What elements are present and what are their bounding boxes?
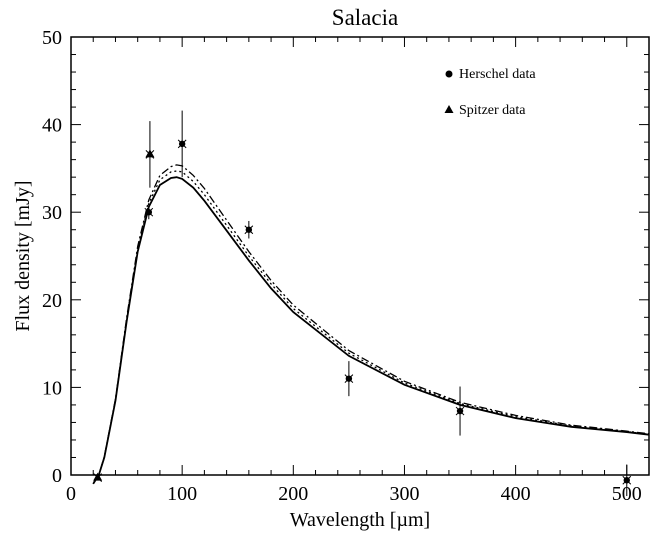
legend-marker-herschel: [445, 70, 453, 78]
x-tick-label: 300: [389, 483, 419, 505]
model-curve-solid: [92, 176, 650, 485]
spitzer-point: [145, 149, 155, 158]
legend-label: Spitzer data: [459, 103, 526, 118]
model-curve-dotted: [92, 170, 650, 485]
spitzer-point-cross: [145, 150, 155, 159]
y-tick-label: 30: [42, 202, 62, 224]
y-tick-label: 0: [52, 465, 62, 487]
y-tick-label: 40: [42, 115, 62, 137]
legend: Herschel data Spitzer data: [444, 67, 536, 118]
spitzer-point-cross: [93, 473, 103, 482]
legend-marker-spitzer: [444, 105, 454, 113]
x-axis-title: Wavelength [µm]: [290, 509, 430, 531]
herschel-point-cross: [244, 225, 254, 235]
plot-frame: [70, 36, 650, 476]
chart-title: Salacia: [332, 5, 398, 30]
x-tick-label: 100: [167, 483, 197, 505]
spitzer-point: [93, 472, 103, 481]
x-tick-label: 200: [278, 483, 308, 505]
x-tick-label: 0: [66, 483, 76, 505]
y-tick-label: 10: [42, 377, 62, 399]
legend-label: Herschel data: [459, 67, 536, 82]
herschel-point-cross: [177, 139, 187, 149]
x-tick-label: 400: [501, 483, 531, 505]
herschel-point-cross: [344, 374, 354, 383]
y-tick-label: 50: [42, 27, 62, 49]
y-tick-label: 20: [42, 290, 62, 312]
herschel-point-cross: [144, 207, 154, 217]
herschel-point-cross: [455, 406, 465, 416]
herschel-point-cross: [622, 475, 632, 485]
y-axis-title: Flux density [mJy]: [12, 180, 34, 331]
model-curve-dash-dot: [92, 164, 650, 485]
